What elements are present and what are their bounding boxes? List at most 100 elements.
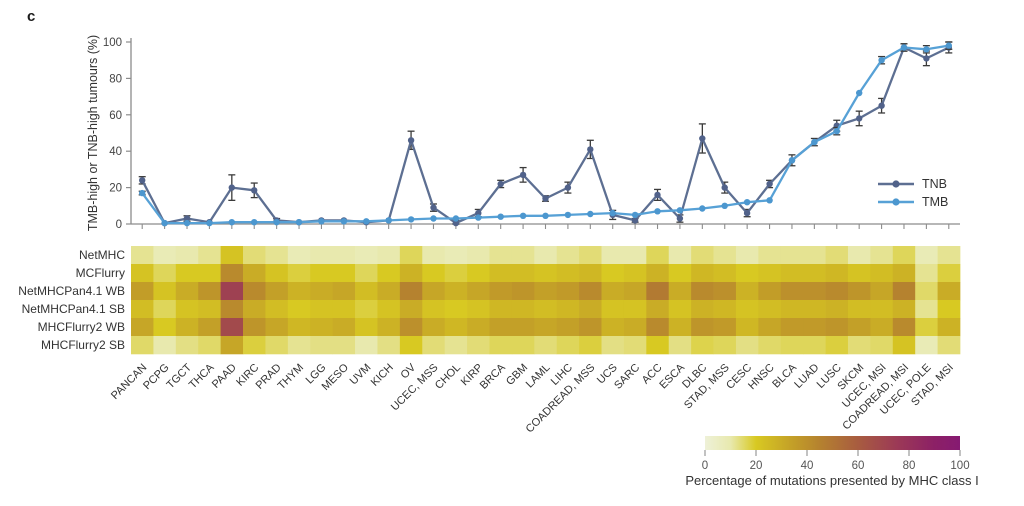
heatmap-cell (735, 246, 759, 265)
y-tick-label: 20 (109, 183, 122, 195)
heatmap-cell (153, 246, 177, 265)
heatmap-cell (825, 300, 849, 319)
heatmap-cell (915, 282, 938, 301)
heatmap-cell (489, 264, 513, 283)
heatmap-cell (332, 246, 356, 265)
tmb-point (945, 42, 952, 49)
heatmap-cell (175, 246, 199, 265)
heatmap-cell (287, 336, 311, 355)
heatmap-cell (489, 318, 513, 337)
colorbar-title: Percentage of mutations presented by MHC… (685, 473, 978, 488)
heatmap-cell (377, 282, 401, 301)
heatmap-cell (422, 282, 446, 301)
heatmap-cell (713, 336, 737, 355)
heatmap-cell (579, 300, 602, 319)
heatmap-cell (287, 318, 311, 337)
heatmap-cell (937, 246, 961, 265)
heatmap-cell (713, 318, 737, 337)
tmb-point (452, 215, 460, 222)
heatmap-cell (556, 300, 580, 319)
category-label: SARC (612, 362, 642, 392)
tnb-point (407, 137, 415, 144)
heatmap-cell (220, 282, 244, 301)
heatmap-cell (444, 318, 468, 337)
heatmap-cell (623, 300, 647, 319)
heatmap-cell (780, 318, 804, 337)
tnb-point (587, 146, 594, 153)
heatmap-cell (915, 336, 938, 355)
heatmap-cell (937, 336, 961, 355)
colorbar-gradient (705, 436, 960, 450)
heatmap-cell (310, 300, 333, 319)
tmb-point (318, 218, 325, 225)
heatmap-row-label: NetMHCPan4.1 SB (22, 302, 125, 316)
tmb-point (385, 217, 392, 224)
tnb-point (497, 180, 504, 188)
tnb-point (251, 187, 258, 194)
chart-content: 0 20 40 60 80 100 NetMHC MCFlurry NetMHCPan4.1 W… (18, 37, 969, 472)
heatmap-row-label: MHCFlurry2 SB (41, 338, 125, 352)
heatmap-cell (870, 282, 894, 301)
heatmap-cell (758, 264, 782, 283)
tnb-point (676, 215, 684, 222)
heatmap-cell (131, 246, 154, 265)
colorbar-tick-label: 100 (950, 460, 969, 472)
y-tick-label: 40 (109, 146, 122, 158)
heatmap-cell (265, 264, 289, 283)
heatmap-cell (355, 300, 378, 319)
heatmap-cell (153, 300, 177, 319)
heatmap-cell (175, 264, 199, 283)
heatmap-cell (310, 264, 333, 283)
heatmap-cell (377, 300, 401, 319)
category-label: THYM (276, 362, 307, 393)
heatmap-cell (803, 264, 826, 283)
heatmap-row-label: NetMHCPan4.1 WB (18, 284, 125, 298)
heatmap-cell (265, 282, 289, 301)
heatmap-cell (220, 318, 244, 337)
heatmap-cell (556, 282, 580, 301)
heatmap-cell (915, 246, 938, 265)
heatmap-cell (646, 300, 670, 319)
heatmap-cell (198, 282, 221, 301)
tmb-point (654, 208, 661, 215)
tnb-point (923, 55, 930, 62)
heatmap-cell (646, 282, 670, 301)
tmb-point (363, 218, 370, 225)
tmb-series (138, 41, 953, 227)
tnb-point (139, 177, 146, 184)
heatmap-cell (467, 264, 490, 283)
category-label: ESCA (657, 361, 687, 391)
tnb-point (856, 115, 863, 122)
heatmap-cell (534, 336, 558, 355)
heatmap-cell (131, 264, 154, 283)
heatmap-cell (243, 318, 266, 337)
y-tick-label: 100 (103, 37, 122, 49)
heatmap-cell (735, 300, 759, 319)
heatmap-cell (534, 300, 558, 319)
heatmap-cell (758, 336, 782, 355)
heatmap-cell (175, 300, 199, 319)
heatmap-cell (511, 264, 535, 283)
heatmap-cell (444, 336, 468, 355)
heatmap-cell (467, 246, 490, 265)
heatmap-cell (355, 246, 378, 265)
heatmap-cell (243, 264, 266, 283)
heatmap-cell (780, 246, 804, 265)
heatmap-cell (937, 282, 961, 301)
category-label: PCPG (141, 362, 172, 393)
heatmap-cell (892, 246, 916, 265)
y-tick-label: 60 (109, 110, 122, 122)
tnb-point (743, 209, 751, 217)
heatmap-cell (646, 264, 670, 283)
tnb-point (631, 217, 639, 224)
heatmap-cell (131, 282, 154, 301)
tmb-point (251, 219, 258, 226)
heatmap-cell (847, 300, 871, 319)
heatmap-cell (713, 264, 737, 283)
heatmap-cell (243, 246, 266, 265)
heatmap-cell (310, 318, 333, 337)
tnb-point (183, 215, 191, 222)
heatmap-cell (153, 282, 177, 301)
heatmap-cell (287, 246, 311, 265)
heatmap-cell (847, 246, 871, 265)
